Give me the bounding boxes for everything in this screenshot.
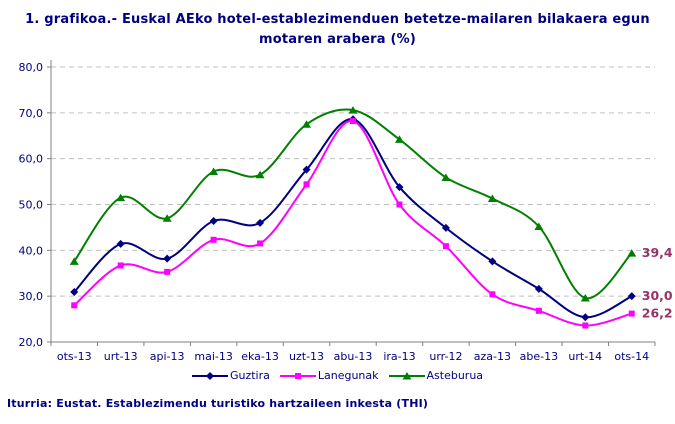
data-point-marker-asteburua <box>348 106 358 114</box>
data-point-marker-lanegunak <box>71 302 78 309</box>
data-point-marker-asteburua <box>116 193 126 202</box>
y-tick-label: 70,0 <box>19 107 44 120</box>
title-line-1: 1. grafikoa.- Euskal AEko hotel-establez… <box>25 12 650 27</box>
data-point-marker-lanegunak <box>210 236 217 243</box>
legend-marker-diamond-icon <box>191 371 228 380</box>
x-tick-label: ots-13 <box>57 350 92 363</box>
data-point-marker-lanegunak <box>535 307 542 314</box>
series-asteburua <box>69 106 637 302</box>
x-tick-label: mai-13 <box>194 350 232 363</box>
series-line-asteburua <box>73 108 633 300</box>
data-point-marker-lanegunak <box>350 118 356 125</box>
data-point-marker-lanegunak <box>303 181 310 188</box>
legend-label-guztira: Guztira <box>229 369 270 382</box>
x-tick-label: abe-13 <box>520 350 558 363</box>
y-tick-label: 80,0 <box>19 61 44 74</box>
data-point-marker-lanegunak <box>164 268 171 275</box>
legend-item-guztira: Guztira <box>191 369 270 382</box>
legend-sample-marker <box>205 371 214 380</box>
data-point-marker-guztira <box>256 218 265 227</box>
data-point-marker-asteburua <box>394 135 404 143</box>
end-value-label-lanegunak: 26,2 <box>642 306 673 321</box>
y-tick-label: 30,0 <box>19 290 44 303</box>
series-guztira <box>70 115 636 322</box>
data-point-marker-asteburua <box>534 222 544 230</box>
legend-item-asteburua: Asteburua <box>388 369 484 382</box>
x-tick-label: urr-12 <box>429 350 462 363</box>
data-point-marker-guztira <box>534 284 543 293</box>
data-point-marker-lanegunak <box>396 201 403 208</box>
x-tick-label: eka-13 <box>241 350 279 363</box>
data-point-marker-asteburua <box>441 173 451 181</box>
data-point-marker-lanegunak <box>257 240 264 247</box>
legend-label-asteburua: Asteburua <box>426 369 484 382</box>
series-line-guztira <box>73 118 633 319</box>
y-tick-label: 60,0 <box>19 153 44 166</box>
x-tick-label: ira-13 <box>383 350 415 363</box>
x-tick-label: urt-13 <box>104 350 138 363</box>
page-title: 1. grafikoa.- Euskal AEko hotel-establez… <box>0 10 675 49</box>
data-point-marker-asteburua <box>580 294 590 302</box>
source-note: Iturria: Eustat. Establezimendu turistik… <box>7 397 429 410</box>
x-tick-label: urt-14 <box>568 350 602 363</box>
x-tick-label: abu-13 <box>334 350 373 363</box>
x-tick-label: uzt-13 <box>289 350 324 363</box>
x-tick-label: ots-14 <box>614 350 649 363</box>
end-value-label-guztira: 30,0 <box>642 288 673 303</box>
data-point-marker-lanegunak <box>582 322 589 329</box>
legend-sample-marker <box>294 372 301 379</box>
data-point-marker-asteburua <box>209 167 219 175</box>
data-point-marker-asteburua <box>69 257 79 265</box>
data-point-marker-asteburua <box>302 120 312 128</box>
data-point-marker-lanegunak <box>442 243 449 250</box>
data-point-marker-guztira <box>163 254 172 263</box>
data-point-marker-guztira <box>627 292 636 301</box>
chart-legend: Guztira Lanegunak Asteburua <box>0 369 675 382</box>
data-point-marker-guztira <box>395 183 404 192</box>
occupancy-line-chart: 80,0 70,0 60,0 50,0 40,0 30,0 20,0 ots-13 urt-13… <box>19 60 673 363</box>
data-point-marker-lanegunak <box>117 262 124 269</box>
data-point-marker-asteburua <box>255 170 265 179</box>
x-tick-label: api-13 <box>150 350 185 363</box>
data-point-marker-asteburua <box>487 194 497 203</box>
data-point-marker-guztira <box>70 288 79 297</box>
data-point-marker-guztira <box>581 313 590 322</box>
data-point-marker-lanegunak <box>628 310 635 317</box>
data-point-marker-guztira <box>488 257 497 266</box>
legend-sample-marker <box>402 371 412 379</box>
y-tick-label: 20,0 <box>19 336 44 349</box>
data-point-marker-asteburua <box>627 249 637 257</box>
data-point-marker-guztira <box>116 239 125 248</box>
x-tick-label: aza-13 <box>474 350 511 363</box>
legend-marker-square-icon <box>279 372 316 379</box>
series-lanegunak <box>71 118 635 329</box>
legend-label-lanegunak: Lanegunak <box>317 369 379 382</box>
data-point-marker-guztira <box>441 223 450 232</box>
legend-item-lanegunak: Lanegunak <box>279 369 379 382</box>
data-point-marker-guztira <box>302 165 311 174</box>
data-point-marker-lanegunak <box>489 291 496 298</box>
y-tick-label: 40,0 <box>19 244 44 257</box>
end-value-label-asteburua: 39,4 <box>642 245 673 260</box>
legend-marker-triangle-icon <box>388 371 425 379</box>
data-point-marker-asteburua <box>162 214 172 222</box>
data-point-marker-guztira <box>209 217 218 225</box>
title-line-2: motaren arabera (%) <box>259 31 416 47</box>
y-tick-label: 50,0 <box>19 199 44 212</box>
